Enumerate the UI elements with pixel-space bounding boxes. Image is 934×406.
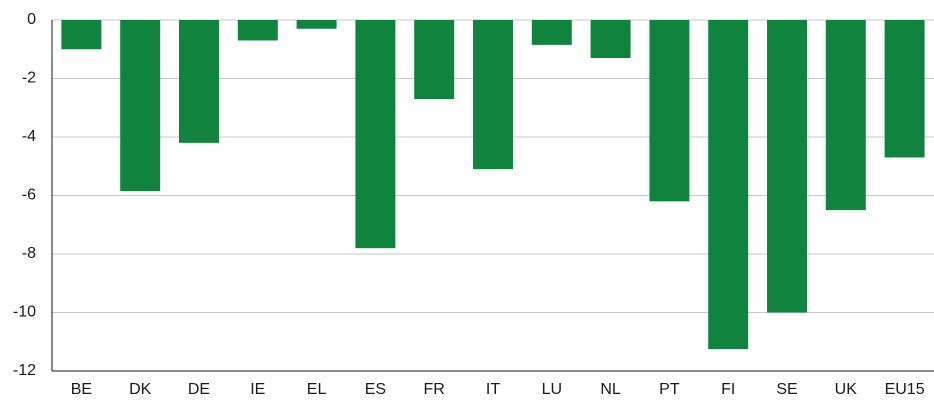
x-tick-label: EU15 bbox=[885, 381, 925, 398]
bar bbox=[767, 20, 807, 313]
y-tick-label: -10 bbox=[13, 304, 36, 321]
x-tick-label: UK bbox=[835, 381, 858, 398]
x-tick-label: SE bbox=[776, 381, 797, 398]
y-tick-label: -12 bbox=[13, 362, 36, 379]
bar bbox=[120, 20, 161, 192]
x-tick-label: IE bbox=[250, 381, 265, 398]
x-tick-label: LU bbox=[542, 381, 562, 398]
x-tick-label: NL bbox=[600, 381, 621, 398]
x-tick-label: FR bbox=[424, 381, 445, 398]
y-tick-label: -8 bbox=[22, 245, 36, 262]
x-tick-label: DK bbox=[129, 381, 152, 398]
y-tick-label: 0 bbox=[27, 11, 36, 28]
bar bbox=[355, 20, 396, 249]
bar bbox=[531, 20, 572, 45]
bar bbox=[414, 20, 455, 99]
x-tick-label: DE bbox=[188, 381, 210, 398]
x-tick-label: ES bbox=[365, 381, 386, 398]
bar bbox=[296, 20, 337, 29]
y-tick-label: -6 bbox=[22, 187, 36, 204]
bar bbox=[884, 20, 925, 158]
y-tick-label: -4 bbox=[22, 128, 36, 145]
x-tick-label: FI bbox=[721, 381, 735, 398]
bar bbox=[649, 20, 690, 202]
x-tick-label: EL bbox=[307, 381, 327, 398]
bar bbox=[237, 20, 278, 41]
x-tick-label: PT bbox=[659, 381, 680, 398]
x-tick-label: IT bbox=[486, 381, 500, 398]
bar bbox=[61, 20, 102, 50]
y-tick-label: -2 bbox=[22, 70, 36, 87]
bar bbox=[473, 20, 513, 170]
bar bbox=[825, 20, 866, 211]
bar bbox=[708, 20, 749, 350]
bar bbox=[179, 20, 219, 143]
x-tick-label: BE bbox=[71, 381, 92, 398]
bar bbox=[590, 20, 631, 59]
